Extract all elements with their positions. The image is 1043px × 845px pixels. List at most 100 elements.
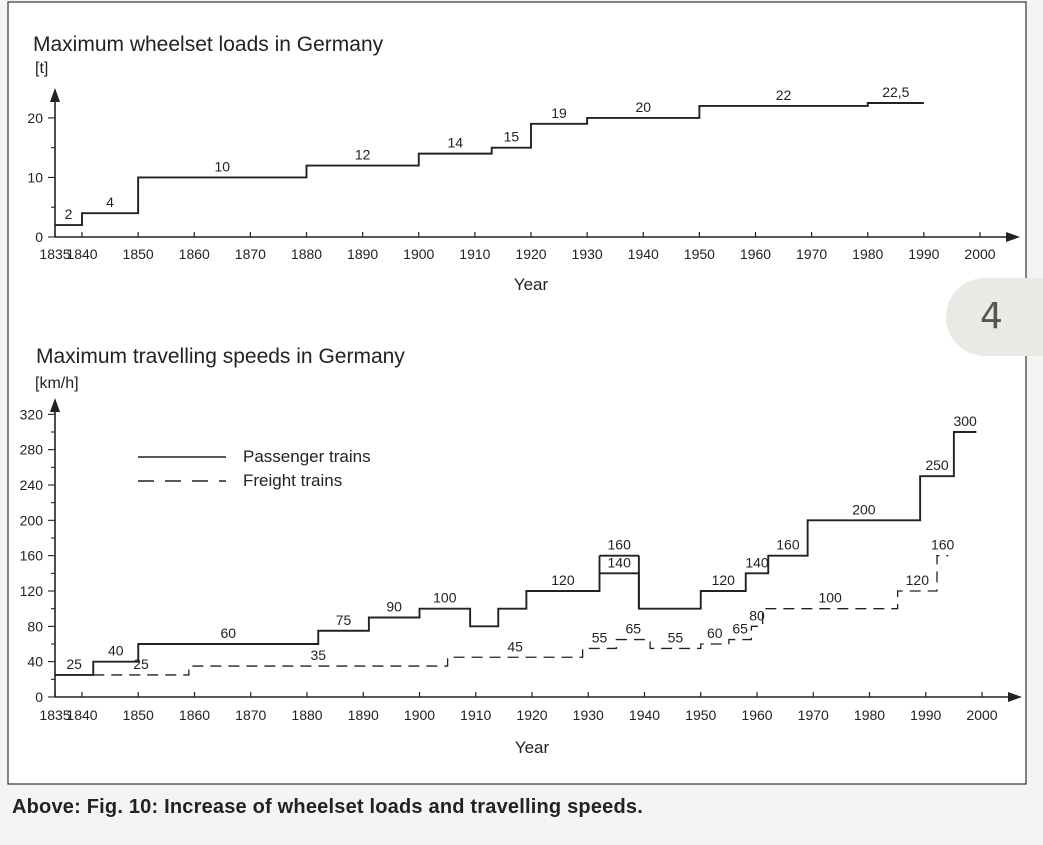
legend-label-passenger: Passenger trains <box>243 447 371 466</box>
wheelset-load-series-line <box>55 102 924 227</box>
data-label: 90 <box>386 599 402 615</box>
wheelset-load-chart: Maximum wheelset loads in Germany [t] 1835… <box>27 33 1020 294</box>
x-axis-arrow <box>1006 232 1020 242</box>
x-tick-label: 2000 <box>966 707 997 723</box>
y-axis-unit: [km/h] <box>35 375 79 392</box>
x-tick-label: 1900 <box>404 707 435 723</box>
x-tick-label: 1970 <box>798 707 829 723</box>
x-tick-label: 1870 <box>235 246 266 262</box>
y-tick-label: 0 <box>35 689 43 705</box>
y-tick-label: 240 <box>20 477 44 493</box>
figure-caption: Above: Fig. 10: Increase of wheelset loa… <box>12 796 643 818</box>
y-tick-label: 320 <box>20 406 44 422</box>
y-tick-label: 20 <box>27 110 43 126</box>
data-label: 60 <box>220 625 236 641</box>
data-label: 55 <box>592 629 608 645</box>
chart-title: Maximum wheelset loads in Germany <box>33 33 384 56</box>
x-tick-label: 1880 <box>291 246 322 262</box>
y-tick-label: 40 <box>27 654 43 670</box>
data-label: 75 <box>336 612 352 628</box>
data-label: 80 <box>749 607 765 623</box>
page-number: 4 <box>980 296 1003 337</box>
y-tick-label: 160 <box>20 548 44 564</box>
chart-title: Maximum travelling speeds in Germany <box>36 345 405 368</box>
x-tick-label: 1940 <box>629 707 660 723</box>
x-tick-label: 1860 <box>179 707 210 723</box>
data-label: 20 <box>635 99 651 115</box>
data-label: 22,5 <box>882 84 909 100</box>
x-axis-arrow <box>1008 692 1022 702</box>
data-label: 100 <box>818 590 842 606</box>
x-tick-label: 1840 <box>66 246 97 262</box>
x-tick-label: 1980 <box>854 707 885 723</box>
x-tick-label: 1840 <box>66 707 97 723</box>
data-label: 15 <box>504 129 520 145</box>
x-tick-label: 1835 <box>39 246 70 262</box>
data-label: 25 <box>133 656 149 672</box>
data-label: 12 <box>355 147 371 163</box>
data-label: 55 <box>668 629 684 645</box>
x-tick-label: 1950 <box>684 246 715 262</box>
x-tick-label: 1860 <box>179 246 210 262</box>
x-axis-label: Year <box>515 738 550 757</box>
legend-label-freight: Freight trains <box>243 471 342 490</box>
x-tick-label: 1940 <box>628 246 659 262</box>
data-label: 2 <box>65 206 73 222</box>
page-tab <box>946 278 1043 356</box>
data-label: 22 <box>776 87 792 103</box>
data-label: 160 <box>776 537 800 553</box>
x-axis-label: Year <box>514 275 549 294</box>
x-tick-label: 1980 <box>852 246 883 262</box>
data-label: 60 <box>707 625 723 641</box>
data-label: 250 <box>925 457 949 473</box>
y-tick-label: 120 <box>20 583 44 599</box>
data-label: 100 <box>433 590 457 606</box>
data-label: 120 <box>712 572 736 588</box>
data-label: 140 <box>608 554 632 570</box>
data-label: 4 <box>106 194 114 210</box>
x-tick-label: 1920 <box>515 246 546 262</box>
y-tick-label: 0 <box>35 229 43 245</box>
x-tick-label: 1880 <box>291 707 322 723</box>
x-tick-label: 1970 <box>796 246 827 262</box>
data-label: 140 <box>745 554 769 570</box>
x-tick-label: 1950 <box>685 707 716 723</box>
x-tick-label: 1870 <box>235 707 266 723</box>
data-label: 160 <box>608 537 632 553</box>
y-tick-label: 80 <box>27 618 43 634</box>
data-label: 19 <box>551 105 567 121</box>
data-label: 35 <box>310 647 326 663</box>
data-label: 65 <box>625 621 641 637</box>
y-tick-label: 280 <box>20 442 44 458</box>
x-tick-label: 1850 <box>123 707 154 723</box>
x-tick-label: 1910 <box>459 246 490 262</box>
passenger-series-line <box>55 431 977 676</box>
data-label: 300 <box>953 413 977 429</box>
data-label: 65 <box>732 621 748 637</box>
x-tick-label: 1960 <box>741 707 772 723</box>
data-label: 14 <box>447 135 463 151</box>
y-axis-arrow <box>50 88 60 102</box>
data-label: 120 <box>906 572 930 588</box>
data-label: 160 <box>931 537 955 553</box>
freight-series-line <box>93 555 949 676</box>
x-tick-label: 1850 <box>123 246 154 262</box>
data-label: 200 <box>852 501 876 517</box>
x-tick-label: 1990 <box>908 246 939 262</box>
figure-border <box>7 1 1027 785</box>
data-label: 40 <box>108 643 124 659</box>
y-tick-label: 200 <box>20 512 44 528</box>
data-label: 10 <box>215 158 231 174</box>
data-label: 120 <box>551 572 575 588</box>
travel-speed-chart: Maximum travelling speeds in Germany [km/… <box>20 345 1022 757</box>
x-tick-label: 1900 <box>403 246 434 262</box>
x-tick-label: 1920 <box>516 707 547 723</box>
x-tick-label: 1890 <box>347 246 378 262</box>
x-tick-label: 1835 <box>39 707 70 723</box>
y-tick-label: 10 <box>27 169 43 185</box>
x-tick-label: 1930 <box>572 246 603 262</box>
data-label: 25 <box>66 656 82 672</box>
x-tick-label: 1930 <box>573 707 604 723</box>
x-tick-label: 1890 <box>348 707 379 723</box>
